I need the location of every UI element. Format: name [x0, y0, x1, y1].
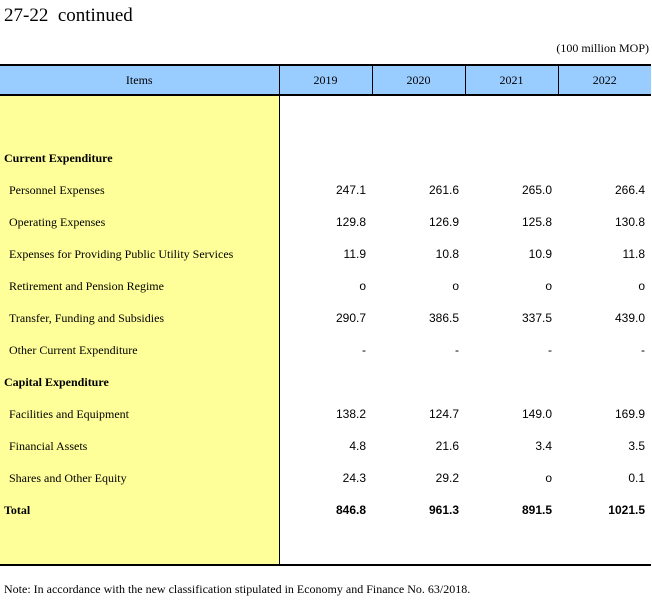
value-cell-2019: 129.8 — [335, 215, 366, 229]
bottom-label-cell — [0, 526, 280, 566]
table-row: Operating Expenses 129.8 126.9 125.8 130.8 — [0, 206, 651, 238]
bottom-cell — [465, 526, 558, 566]
bottom-cell — [558, 526, 651, 566]
row-label: Operating Expenses — [0, 206, 280, 238]
row-label: Shares and Other Equity — [0, 462, 280, 494]
value-cell-2022: 0.1 — [628, 471, 645, 485]
value-cell-2020: - — [455, 343, 459, 357]
table-row: Shares and Other Equity 24.3 29.2 o 0.1 — [0, 462, 651, 494]
value-cell-2022: 3.5 — [628, 439, 645, 453]
value-cell-2019: 11.9 — [343, 247, 366, 261]
value-cell-2022: 266.4 — [614, 183, 645, 197]
header-items: Items — [0, 64, 279, 96]
total-row: Total 846.8 961.3 891.5 1021.5 — [0, 494, 651, 526]
header-2020: 2020 — [371, 64, 465, 96]
table-row: Other Current Expenditure - - - - — [0, 334, 651, 366]
value-cell-2019 — [279, 142, 372, 174]
table-title: 27-22 continued — [4, 5, 133, 26]
value-cell-2019: - — [362, 343, 366, 357]
spacer-row — [0, 95, 651, 142]
value-cell-2019: o — [359, 279, 366, 293]
table-body: Current Expenditure Personnel Expenses 247… — [0, 95, 651, 566]
value-cell-2022: 130.8 — [614, 215, 645, 229]
value-cell-2021: - — [548, 343, 552, 357]
spacer-cell — [558, 95, 651, 142]
value-cell-2021: 10.9 — [528, 247, 552, 261]
value-cell-2019: 846.8 — [335, 503, 366, 517]
header-2022: 2022 — [557, 64, 651, 96]
unit-label: (100 million MOP) — [556, 41, 649, 55]
table-row: Financial Assets 4.8 21.6 3.4 3.5 — [0, 430, 651, 462]
value-cell-2019: 290.7 — [335, 311, 366, 325]
value-cell-2021: 149.0 — [521, 407, 552, 421]
value-cell-2021: 3.4 — [535, 439, 552, 453]
row-label: Expenses for Providing Public Utility Se… — [0, 238, 280, 270]
section-row: Capital Expenditure — [0, 366, 651, 398]
value-cell-2019: 24.3 — [342, 471, 366, 485]
value-cell-2020: 10.8 — [435, 247, 459, 261]
spacer-cell — [465, 95, 558, 142]
value-cell-2020: 386.5 — [428, 311, 459, 325]
value-cell-2021: 891.5 — [521, 503, 552, 517]
value-cell-2021: 337.5 — [521, 311, 552, 325]
value-cell-2020 — [372, 142, 465, 174]
bottom-cell — [372, 526, 465, 566]
value-cell-2020: 124.7 — [428, 407, 459, 421]
value-cell-2022: 1021.5 — [608, 503, 645, 517]
row-label: Transfer, Funding and Subsidies — [0, 302, 280, 334]
footnote: Note: In accordance with the new classif… — [4, 582, 471, 596]
row-label: Total — [0, 494, 280, 526]
value-cell-2020: 126.9 — [428, 215, 459, 229]
value-cell-2021 — [465, 142, 558, 174]
row-label: Current Expenditure — [0, 142, 280, 174]
header-2021: 2021 — [464, 64, 558, 96]
bottom-cell — [279, 526, 372, 566]
value-cell-2021: 125.8 — [521, 215, 552, 229]
table-row: Facilities and Equipment 138.2 124.7 149.0 1… — [0, 398, 651, 430]
table-row: Expenses for Providing Public Utility Se… — [0, 238, 651, 270]
value-cell-2021: o — [545, 279, 552, 293]
row-label: Facilities and Equipment — [0, 398, 280, 430]
spacer-cell — [279, 95, 372, 142]
value-cell-2022 — [558, 366, 651, 398]
value-cell-2022: 439.0 — [614, 311, 645, 325]
section-row: Current Expenditure — [0, 142, 651, 174]
value-cell-2019: 247.1 — [335, 183, 366, 197]
row-label: Other Current Expenditure — [0, 334, 280, 366]
value-cell-2020 — [372, 366, 465, 398]
value-cell-2021 — [465, 366, 558, 398]
header-row: Items 2019 2020 2021 2022 — [0, 64, 651, 96]
value-cell-2020: o — [452, 279, 459, 293]
value-cell-2021: 265.0 — [521, 183, 552, 197]
value-cell-2020: 261.6 — [428, 183, 459, 197]
table-row: Retirement and Pension Regime o o o o — [0, 270, 651, 302]
value-cell-2019: 138.2 — [335, 407, 366, 421]
spacer-label-cell — [0, 95, 280, 142]
bottom-row — [0, 526, 651, 566]
value-cell-2022: o — [638, 279, 645, 293]
row-label: Capital Expenditure — [0, 366, 280, 398]
value-cell-2020: 961.3 — [428, 503, 459, 517]
value-cell-2020: 29.2 — [435, 471, 459, 485]
table-row: Personnel Expenses 247.1 261.6 265.0 266.4 — [0, 174, 651, 206]
value-cell-2022: - — [641, 343, 645, 357]
value-cell-2022: 11.8 — [622, 247, 645, 261]
value-cell-2022: 169.9 — [614, 407, 645, 421]
value-cell-2019: 4.8 — [349, 439, 366, 453]
value-cell-2022 — [558, 142, 651, 174]
row-label: Personnel Expenses — [0, 174, 280, 206]
value-cell-2020: 21.6 — [435, 439, 459, 453]
spacer-cell — [372, 95, 465, 142]
value-cell-2021: o — [545, 471, 552, 485]
row-label: Financial Assets — [0, 430, 280, 462]
table-row: Transfer, Funding and Subsidies 290.7 386.… — [0, 302, 651, 334]
value-cell-2019 — [279, 366, 372, 398]
header-2019: 2019 — [278, 64, 372, 96]
expenditure-table: Items 2019 2020 2021 2022 Current Expend… — [0, 64, 651, 566]
row-label: Retirement and Pension Regime — [0, 270, 280, 302]
